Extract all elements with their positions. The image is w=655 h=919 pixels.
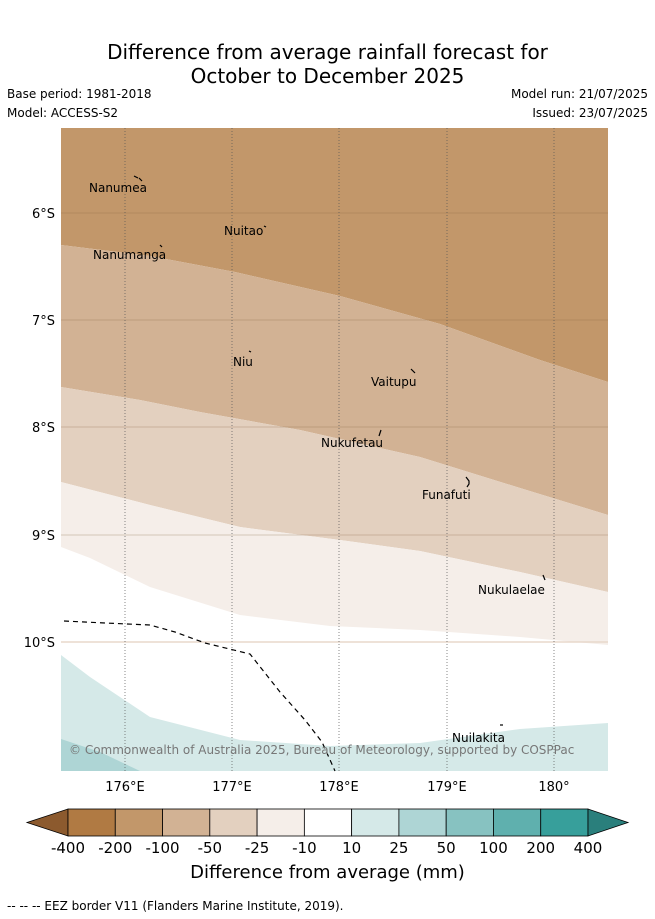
lat-label: 9°S	[32, 529, 55, 544]
colorbar-tick-label: 100	[479, 839, 508, 857]
map-title: Difference from average rainfall forecas…	[0, 40, 655, 88]
lat-label: 7°S	[32, 314, 55, 329]
colorbar-extend-high	[587, 808, 630, 837]
colorbar-segment	[209, 808, 258, 837]
island-shape-nukufetau	[378, 429, 382, 437]
latitude-labels: 6°S 7°S 8°S 9°S 10°S	[24, 207, 55, 651]
colorbar-tick-label: -400	[51, 839, 85, 857]
island-label-funafuti: Funafuti	[422, 488, 471, 502]
island-label-nukulaelae: Nukulaelae	[478, 583, 545, 597]
island-shape-nanumea	[133, 175, 143, 182]
colorbar-tick-label: 10	[342, 839, 361, 857]
island-label-niu: Niu	[233, 355, 253, 369]
eez-legend: -- -- -- EEZ border V11 (Flanders Marine…	[7, 899, 344, 913]
island-shapes	[133, 175, 546, 726]
colorbar-segment	[67, 808, 116, 837]
colorbar-tick-label: -25	[245, 839, 270, 857]
model-run: Model run: 21/07/2025	[510, 87, 648, 101]
model-name: Model: ACCESS-S2	[7, 106, 119, 120]
island-label-vaitupu: Vaitupu	[371, 375, 417, 389]
island-label-nuilakita: Nuilakita	[452, 731, 505, 745]
island-label-nukufetau: Nukufetau	[321, 436, 383, 450]
colorbar-tick-label: -10	[292, 839, 317, 857]
colorbar-extend-low	[25, 808, 69, 837]
island-shape-nanumanga	[159, 244, 163, 248]
island-shape-funafuti	[465, 476, 470, 488]
issued-date: Issued: 23/07/2025	[532, 106, 648, 120]
band-minus-25	[61, 482, 608, 645]
longitude-gridlines	[124, 128, 555, 771]
lat-label: 8°S	[32, 421, 55, 436]
colorbar-segment	[256, 808, 305, 837]
lon-label: 180°	[538, 780, 569, 795]
island-label-nanumanga: Nanumanga	[93, 248, 166, 262]
base-period: Base period: 1981-2018	[7, 87, 152, 101]
colorbar-segment	[162, 808, 211, 837]
colorbar-label: Difference from average (mm)	[190, 862, 465, 883]
band-plus-25	[61, 739, 140, 771]
lon-label: 177°E	[212, 780, 252, 795]
island-label-nuitao: Nuitao	[224, 224, 263, 238]
rainfall-bands	[61, 128, 608, 771]
colorbar-tick-label: 200	[526, 839, 555, 857]
island-shape-nukulaelae	[542, 574, 546, 581]
copyright-notice: © Commonwealth of Australia 2025, Bureau…	[69, 743, 574, 757]
colorbar-segment	[114, 808, 163, 837]
colorbar: -400 -200 -100 -50 -25 -10 10 25 50 100 200 400	[25, 808, 630, 857]
latitude-gridlines	[61, 212, 608, 536]
eez-border	[63, 620, 336, 772]
colorbar-tick-label: 400	[574, 839, 603, 857]
colorbar-tick-label: -50	[198, 839, 223, 857]
band-plus-10	[61, 655, 608, 771]
band-minus-50	[61, 387, 608, 592]
colorbar-segment	[351, 808, 400, 837]
title-line-1: Difference from average rainfall forecas…	[107, 40, 548, 64]
colorbar-tick-label: 50	[437, 839, 456, 857]
colorbar-segment	[303, 808, 353, 837]
island-shape-niu	[248, 350, 252, 353]
colorbar-tick-label: -100	[146, 839, 180, 857]
band-minus-200	[61, 128, 608, 382]
colorbar-segment	[540, 808, 589, 837]
longitude-labels: 176°E 177°E 178°E 179°E 180°	[105, 780, 569, 795]
colorbar-tick-label: -200	[98, 839, 132, 857]
colorbar-segment	[493, 808, 542, 837]
lon-label: 178°E	[319, 780, 359, 795]
lon-label: 179°E	[427, 780, 467, 795]
colorbar-segment	[445, 808, 494, 837]
band-minus-100	[61, 245, 608, 515]
lon-label: 176°E	[105, 780, 145, 795]
island-shape-vaitupu	[410, 368, 416, 374]
lat-label: 6°S	[32, 207, 55, 222]
lat-label: 10°S	[24, 636, 55, 651]
island-label-nanumea: Nanumea	[89, 181, 147, 195]
island-shape-nuitao	[263, 225, 267, 228]
colorbar-segment	[398, 808, 447, 837]
title-line-2: October to December 2025	[190, 64, 465, 88]
colorbar-tick-label: 25	[389, 839, 408, 857]
